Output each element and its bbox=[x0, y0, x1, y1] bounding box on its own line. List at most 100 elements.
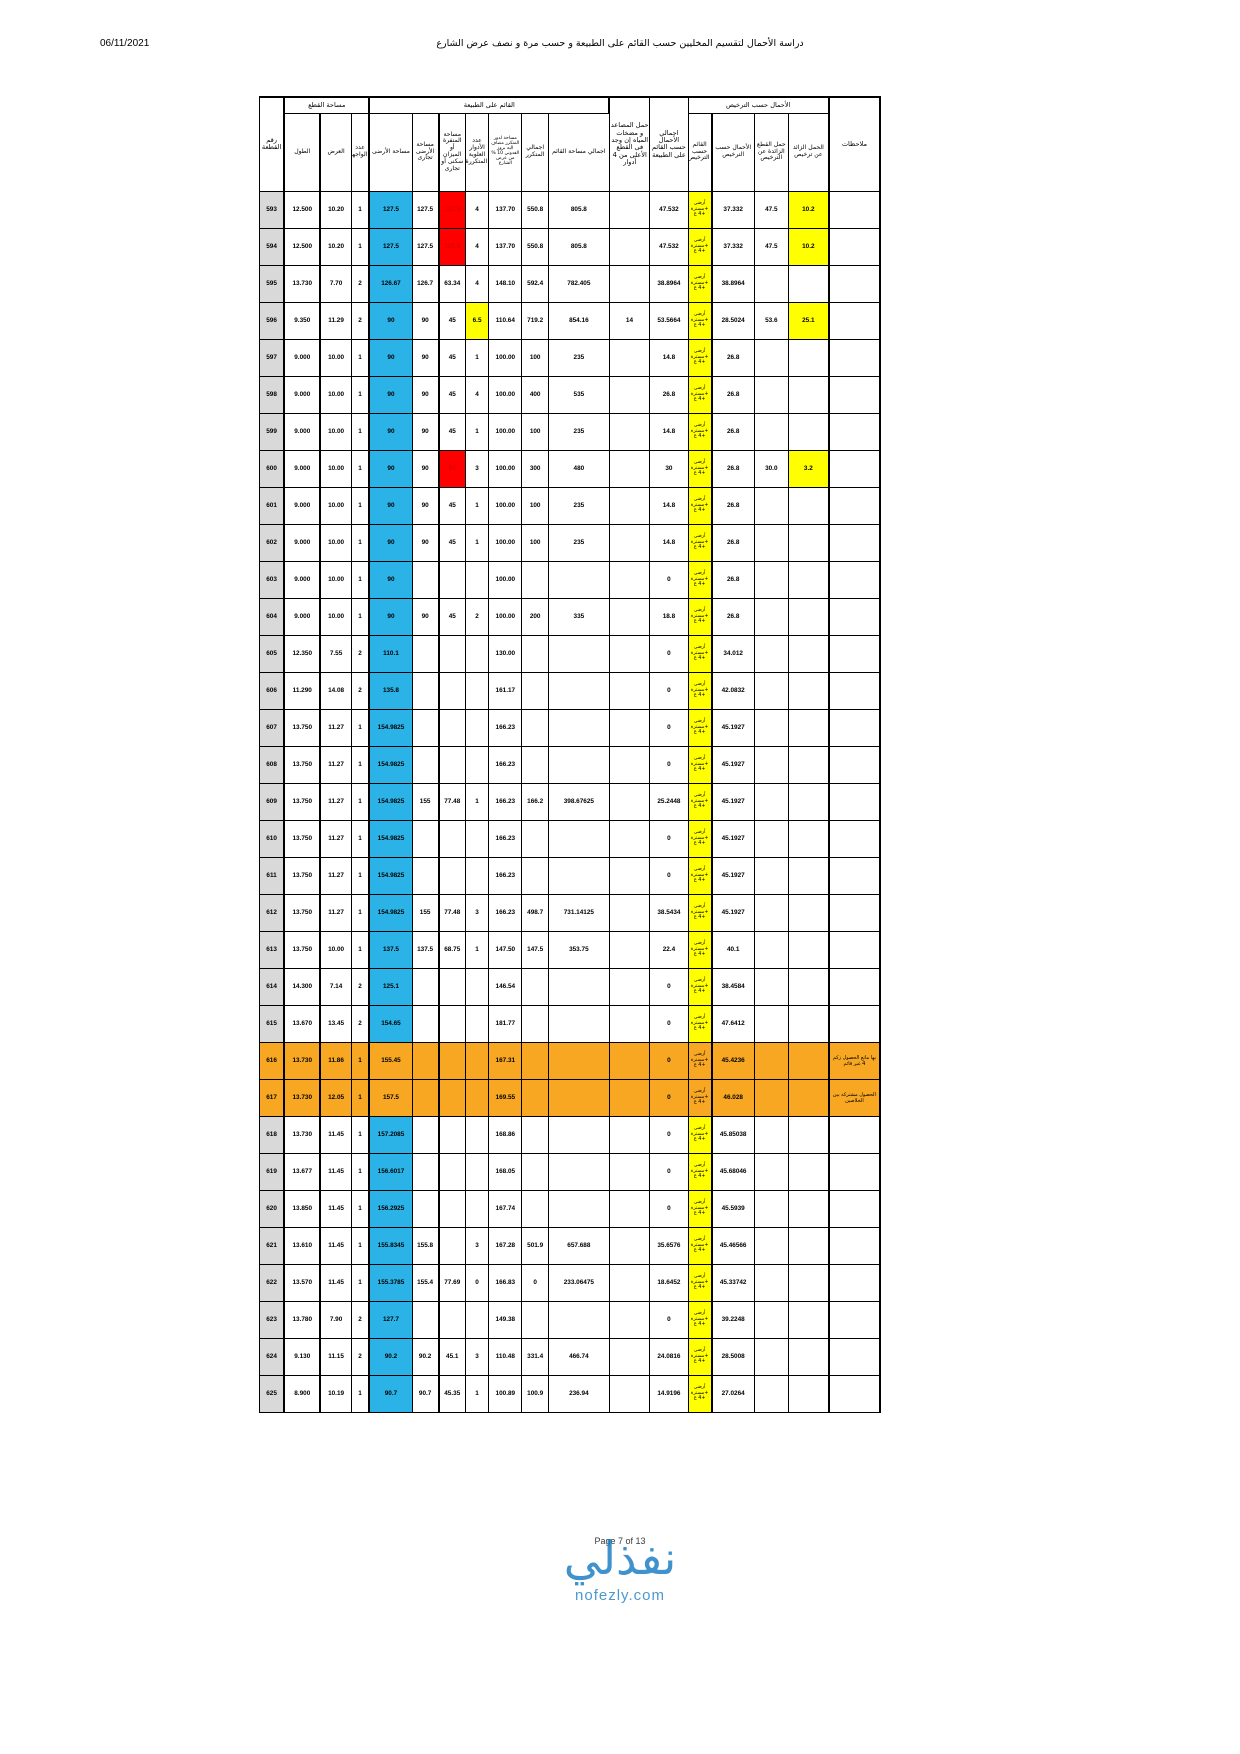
cell-license-excess bbox=[787, 1041, 830, 1080]
cell-notes bbox=[827, 301, 882, 340]
cell-total-loads-nature: 14.8 bbox=[649, 523, 689, 562]
cell-width: 7.70 bbox=[319, 264, 352, 303]
cell-ground-commercial bbox=[411, 634, 440, 673]
cell-width: 10.00 bbox=[319, 930, 352, 969]
cell-license-loads: 42.0832 bbox=[711, 671, 755, 710]
cell-repeated-floor-area: 149.38 bbox=[488, 1300, 523, 1339]
cell-license-standing: أرضى +مسترة +4 ع bbox=[687, 264, 713, 303]
cell-upper-floors: 4 bbox=[464, 227, 490, 266]
cell-length: 13.750 bbox=[283, 930, 322, 969]
cell-upper-floors bbox=[464, 1152, 490, 1191]
cell-mezz-area bbox=[438, 819, 466, 858]
cell-total-loads-nature: 38.8964 bbox=[649, 264, 689, 303]
cell-total-repeated: 592.4 bbox=[521, 264, 549, 303]
cell-land-area: 90 bbox=[368, 375, 413, 414]
cell-elevator-pump bbox=[608, 1226, 651, 1265]
table-row: 26.8 أرضى +مسترة +4 ع 18.8 335 200 100.00 2 45 9… bbox=[259, 597, 882, 636]
cell-mezz-area bbox=[438, 708, 466, 747]
cell-ground-commercial: 90 bbox=[411, 301, 440, 340]
cell-notes bbox=[827, 1189, 882, 1228]
cell-notes bbox=[827, 1004, 882, 1043]
cell-total-standing-area: 353.75 bbox=[547, 930, 610, 969]
cell-upper-floors: 1 bbox=[464, 412, 490, 451]
col-ground-commercial-header: مساحة الأرضى تجارى bbox=[411, 112, 440, 192]
cell-upper-floors bbox=[464, 967, 490, 1006]
cell-land-area: 127.5 bbox=[368, 190, 413, 229]
cell-total-standing-area: 657.688 bbox=[547, 1226, 610, 1265]
cell-plot-no: 610 bbox=[259, 819, 286, 858]
cell-total-standing-area: 398.67625 bbox=[547, 782, 610, 821]
cell-mezz-area bbox=[438, 634, 466, 673]
cell-total-standing-area: 731.14125 bbox=[547, 893, 610, 932]
cell-license-loads: 45.33742 bbox=[711, 1263, 755, 1302]
cell-total-repeated: 550.8 bbox=[521, 190, 549, 229]
cell-total-repeated: 498.7 bbox=[521, 893, 549, 932]
group-plot-header: مساحة القطع bbox=[283, 96, 371, 114]
cell-total-repeated bbox=[521, 1115, 549, 1154]
cell-license-standing: أرضى +مسترة +4 ع bbox=[687, 1337, 713, 1376]
cell-land-area: 90.2 bbox=[368, 1337, 413, 1376]
cell-mezz-area: 77.48 bbox=[438, 782, 466, 821]
cell-license-loads: 38.8964 bbox=[711, 264, 755, 303]
cell-plot-excess bbox=[753, 597, 789, 636]
cell-repeated-floor-area: 169.55 bbox=[488, 1078, 523, 1117]
cell-total-loads-nature: 0 bbox=[649, 1078, 689, 1117]
cell-plot-excess bbox=[753, 893, 789, 932]
col-license-standing-header: القائم حسب الترخيص bbox=[687, 112, 713, 192]
cell-license-standing: أرضى +مسترة +4 ع bbox=[687, 1041, 713, 1080]
cell-license-excess bbox=[787, 338, 830, 377]
cell-total-loads-nature: 0 bbox=[649, 671, 689, 710]
cell-plot-no: 615 bbox=[259, 1004, 286, 1043]
cell-width: 14.08 bbox=[319, 671, 352, 710]
table-row: 28.5008 أرضى +مسترة +4 ع 24.0816 466.74 331.… bbox=[259, 1337, 882, 1376]
cell-repeated-floor-area: 166.23 bbox=[488, 782, 523, 821]
table-row: 26.8 أرضى +مسترة +4 ع 14.8 235 100 100.00 1 45 9… bbox=[259, 412, 882, 451]
group-nature-header: القائم على الطبيعة bbox=[368, 96, 611, 114]
cell-length: 13.730 bbox=[283, 1041, 322, 1080]
cell-ground-commercial: 127.5 bbox=[411, 227, 440, 266]
cell-license-excess bbox=[787, 856, 830, 895]
cell-license-standing: أرضى +مسترة +4 ع bbox=[687, 930, 713, 969]
cell-facades: 1 bbox=[350, 1041, 370, 1080]
cell-license-loads: 45.85038 bbox=[711, 1115, 755, 1154]
cell-notes bbox=[827, 782, 882, 821]
cell-repeated-floor-area: 146.54 bbox=[488, 967, 523, 1006]
cell-license-excess: 3.2 bbox=[787, 449, 830, 488]
cell-total-loads-nature: 26.8 bbox=[649, 375, 689, 414]
cell-plot-no: 601 bbox=[259, 486, 286, 525]
cell-width: 11.45 bbox=[319, 1263, 352, 1302]
cell-total-loads-nature: 47.532 bbox=[649, 227, 689, 266]
cell-total-repeated bbox=[521, 745, 549, 784]
cell-facades: 1 bbox=[350, 893, 370, 932]
cell-plot-no: 604 bbox=[259, 597, 286, 636]
cell-total-standing-area: 535 bbox=[547, 375, 610, 414]
cell-length: 13.750 bbox=[283, 819, 322, 858]
cell-mezz-area: 63.34 bbox=[438, 264, 466, 303]
cell-notes bbox=[827, 486, 882, 525]
cell-land-area: 125.1 bbox=[368, 967, 413, 1006]
cell-facades: 1 bbox=[350, 930, 370, 969]
cell-mezz-area: 45 bbox=[438, 486, 466, 525]
cell-license-standing: أرضى +مسترة +4 ع bbox=[687, 967, 713, 1006]
cell-elevator-pump bbox=[608, 1115, 651, 1154]
cell-land-area: 90 bbox=[368, 523, 413, 562]
cell-upper-floors: 1 bbox=[464, 1374, 490, 1413]
cell-total-loads-nature: 0 bbox=[649, 856, 689, 895]
cell-land-area: 154.9825 bbox=[368, 819, 413, 858]
cell-total-repeated: 200 bbox=[521, 597, 549, 636]
cell-mezz-area bbox=[438, 856, 466, 895]
cell-mezz-area: 45 bbox=[438, 375, 466, 414]
cell-mezz-area: 45.35 bbox=[438, 1374, 466, 1413]
table-row: 10.2 47.5 37.332 أرضى +مسترة +4 ع 47.532 805.… bbox=[259, 190, 882, 229]
table-row: 45.68046 أرضى +مسترة +4 ع 0 168.05 156.6017 1… bbox=[259, 1152, 882, 1191]
cell-license-excess: 25.1 bbox=[787, 301, 830, 340]
cell-total-standing-area: 235 bbox=[547, 523, 610, 562]
cell-ground-commercial: 90 bbox=[411, 338, 440, 377]
cell-length: 8.900 bbox=[283, 1374, 322, 1413]
col-repeated-floor-area-header: مساحة لدور المتكرر مضاف اليه بروز الفدون… bbox=[488, 112, 523, 192]
cell-total-standing-area: 335 bbox=[547, 597, 610, 636]
col-length-header: الطول bbox=[283, 112, 322, 192]
cell-width: 10.00 bbox=[319, 560, 352, 599]
cell-width: 12.05 bbox=[319, 1078, 352, 1117]
cell-notes bbox=[827, 1263, 882, 1302]
